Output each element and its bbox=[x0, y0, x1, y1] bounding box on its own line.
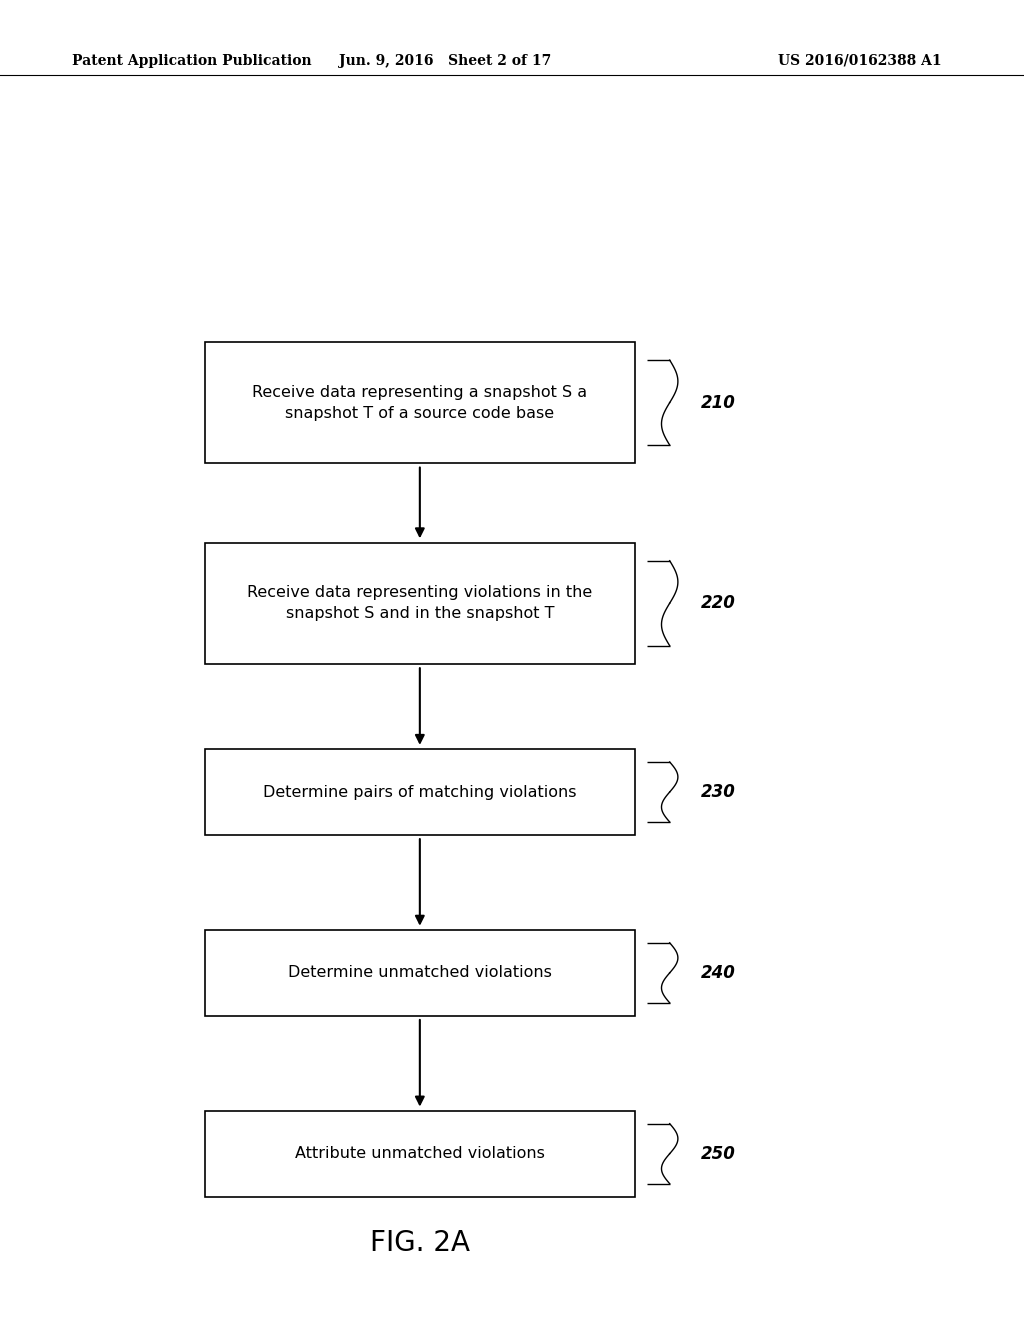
Text: 240: 240 bbox=[700, 964, 735, 982]
Bar bbox=[205, 748, 635, 834]
Text: Jun. 9, 2016   Sheet 2 of 17: Jun. 9, 2016 Sheet 2 of 17 bbox=[339, 54, 552, 67]
Text: 250: 250 bbox=[700, 1144, 735, 1163]
Text: Attribute unmatched violations: Attribute unmatched violations bbox=[295, 1146, 545, 1162]
Text: 220: 220 bbox=[700, 594, 735, 612]
Bar bbox=[205, 929, 635, 1016]
Text: Determine unmatched violations: Determine unmatched violations bbox=[288, 965, 552, 981]
Text: Determine pairs of matching violations: Determine pairs of matching violations bbox=[263, 784, 577, 800]
Text: 230: 230 bbox=[700, 783, 735, 801]
Text: Patent Application Publication: Patent Application Publication bbox=[72, 54, 311, 67]
Bar bbox=[205, 1111, 635, 1196]
Text: FIG. 2A: FIG. 2A bbox=[370, 1229, 470, 1258]
Text: 210: 210 bbox=[700, 393, 735, 412]
Text: US 2016/0162388 A1: US 2016/0162388 A1 bbox=[778, 54, 942, 67]
Bar bbox=[205, 543, 635, 664]
Text: Receive data representing a snapshot S a
snapshot T of a source code base: Receive data representing a snapshot S a… bbox=[252, 384, 588, 421]
Bar bbox=[205, 342, 635, 463]
Text: Receive data representing violations in the
snapshot S and in the snapshot T: Receive data representing violations in … bbox=[247, 585, 593, 622]
